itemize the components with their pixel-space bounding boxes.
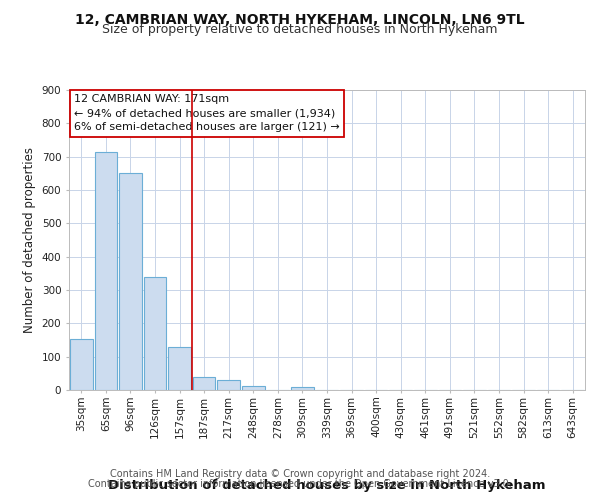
Y-axis label: Number of detached properties: Number of detached properties [23, 147, 36, 333]
Bar [95, 152, 117, 390]
Text: Size of property relative to detached houses in North Hykeham: Size of property relative to detached ho… [102, 22, 498, 36]
Bar [168, 346, 191, 390]
Text: 12, CAMBRIAN WAY, NORTH HYKEHAM, LINCOLN, LN6 9TL: 12, CAMBRIAN WAY, NORTH HYKEHAM, LINCOLN… [75, 12, 525, 26]
Bar [193, 376, 215, 390]
X-axis label: Distribution of detached houses by size in North Hykeham: Distribution of detached houses by size … [108, 480, 546, 492]
Bar [119, 174, 142, 390]
Bar [242, 386, 265, 390]
Bar [143, 276, 166, 390]
Text: 12 CAMBRIAN WAY: 171sqm
← 94% of detached houses are smaller (1,934)
6% of semi-: 12 CAMBRIAN WAY: 171sqm ← 94% of detache… [74, 94, 340, 132]
Text: Contains HM Land Registry data © Crown copyright and database right 2024.: Contains HM Land Registry data © Crown c… [110, 469, 490, 479]
Text: Contains public sector information licensed under the Open Government Licence v3: Contains public sector information licen… [88, 479, 512, 489]
Bar [70, 339, 92, 390]
Bar [291, 388, 314, 390]
Bar [217, 380, 240, 390]
